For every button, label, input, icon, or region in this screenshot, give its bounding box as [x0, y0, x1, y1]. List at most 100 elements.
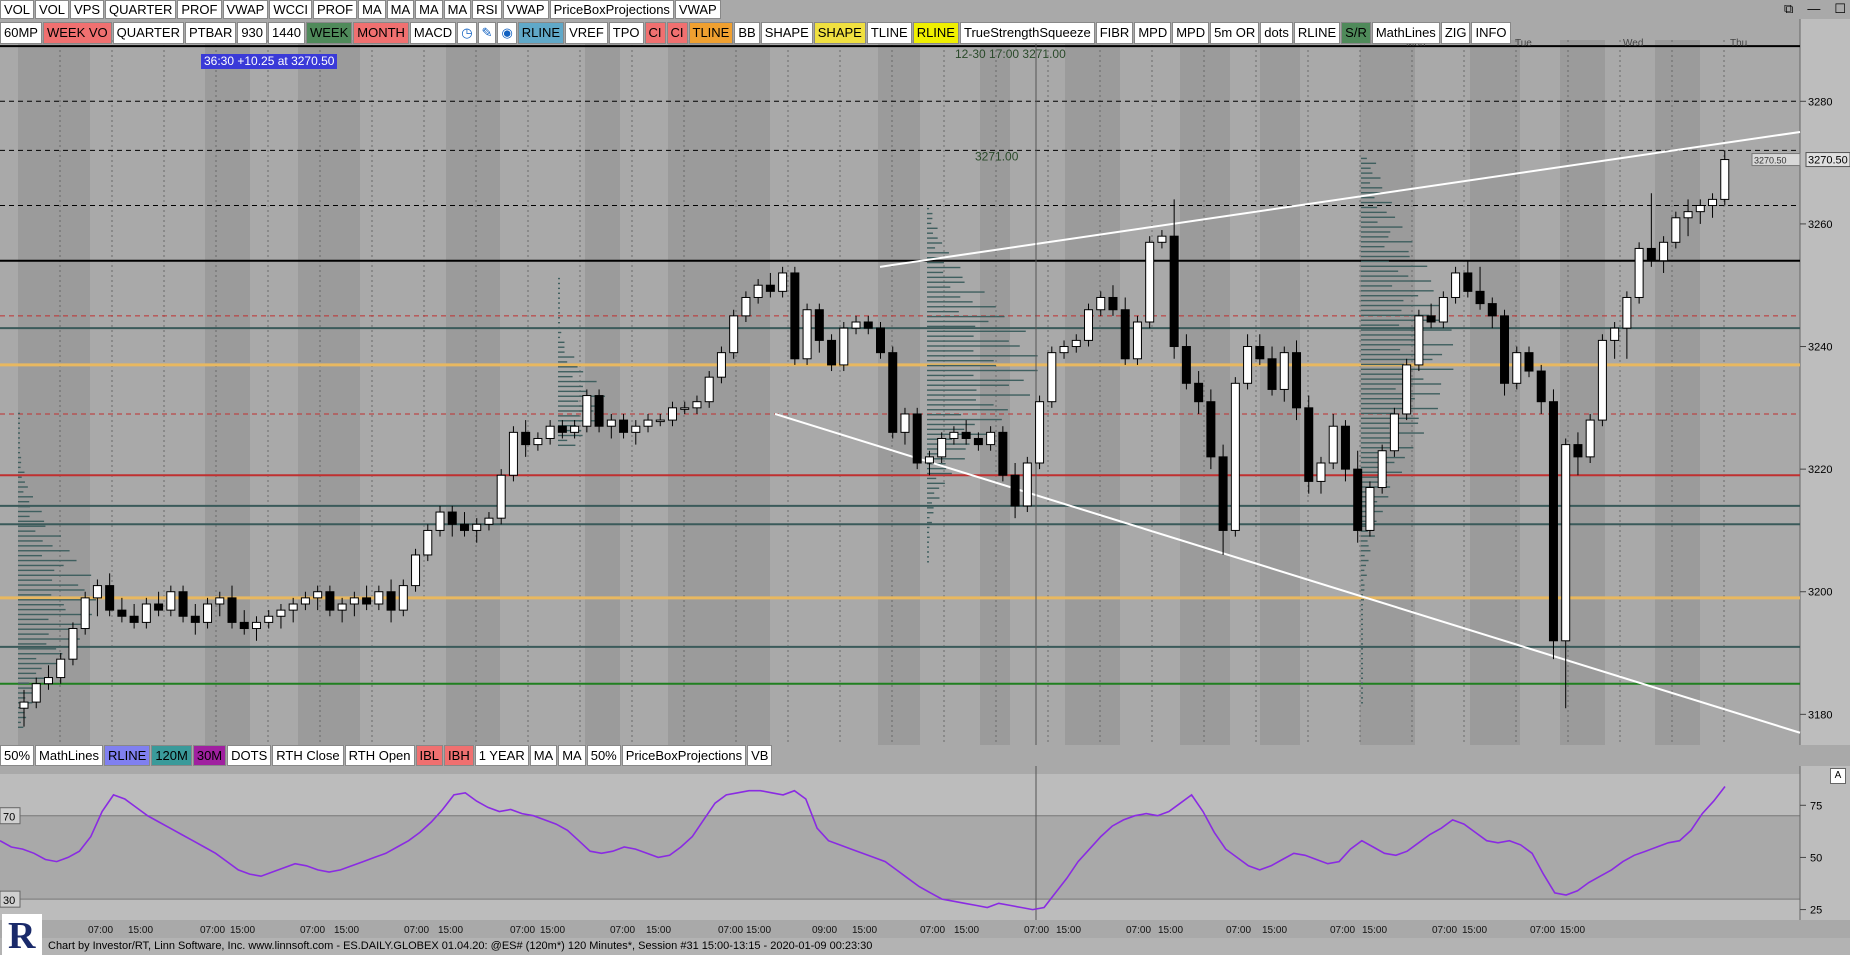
bottom-ibh-button[interactable]: IBH [444, 745, 474, 766]
clock-icon[interactable]: ◷ [457, 22, 477, 44]
rsi-level-label: 30 [3, 895, 15, 907]
axis-menu-button[interactable]: A [1830, 768, 1846, 784]
toolbar-indicators: 60MP WEEK VO QUARTER PTBAR 930 1440 WEEK MONTH M… [0, 22, 1512, 44]
ind-mpd-button[interactable]: MPD [1134, 22, 1172, 44]
ind-truestrengthsqueeze-button[interactable]: TrueStrengthSqueeze [959, 22, 1095, 44]
ind-tpo-button[interactable]: TPO [608, 22, 644, 44]
minimize-icon[interactable]: — [1807, 1, 1821, 16]
ind-1440-button[interactable]: 1440 [268, 22, 305, 44]
candle [973, 432, 983, 451]
ind-shape-button[interactable]: SHAPE [760, 22, 813, 44]
pencil-icon[interactable]: ✎ [477, 22, 497, 44]
ind-tline-button[interactable]: TLINE [866, 22, 912, 44]
ind-930-button[interactable]: 930 [237, 22, 268, 44]
ind-mathlines-button[interactable]: MathLines [1371, 22, 1440, 44]
bottom-50-button[interactable]: 50% [586, 745, 621, 766]
bottom-vb-button[interactable]: VB [747, 745, 773, 766]
ind-week-button[interactable]: WEEK [305, 22, 353, 44]
top-vol-button[interactable]: VOL [0, 0, 35, 19]
bottom-ma-button[interactable]: MA [529, 745, 558, 766]
candle [447, 505, 457, 537]
candle [1536, 364, 1546, 414]
bottom-50-button[interactable]: 50% [0, 745, 35, 766]
bottom-rth-open-button[interactable]: RTH Open [344, 745, 415, 766]
ind-rline-button[interactable]: RLINE [912, 22, 959, 44]
top-prof-button[interactable]: PROF [312, 0, 358, 19]
maximize-icon[interactable]: ☐ [1834, 1, 1846, 16]
candle [1206, 389, 1216, 470]
ind-macd-button[interactable]: MACD [409, 22, 457, 44]
candle [374, 585, 384, 611]
top-quarter-button[interactable]: QUARTER [105, 0, 177, 19]
rsi-x-tick-label: 07:00 [510, 925, 535, 936]
top-vps-button[interactable]: VPS [70, 0, 105, 19]
y-tick-label: 3260 [1808, 219, 1832, 231]
candle [1402, 358, 1412, 421]
top-prof-button[interactable]: PROF [177, 0, 222, 19]
ind-info-button[interactable]: INFO [1471, 22, 1511, 44]
candle [594, 389, 604, 433]
ind-mpd-button[interactable]: MPD [1172, 22, 1210, 44]
ind-tline-button[interactable]: TLINE [688, 22, 734, 44]
top-rsi-button[interactable]: RSI [472, 0, 502, 19]
top-vwap-button[interactable]: VWAP [674, 0, 721, 19]
ind-60mp-button[interactable]: 60MP [0, 22, 42, 44]
top-ma-button[interactable]: MA [358, 0, 386, 19]
top-vwap-button[interactable]: VWAP [502, 0, 549, 19]
ind-ci-button[interactable]: CI [666, 22, 688, 44]
restore-icon[interactable]: ⧉ [1784, 1, 1794, 16]
candle [80, 591, 90, 635]
bottom-mathlines-button[interactable]: MathLines [35, 745, 104, 766]
bottom-rth-close-button[interactable]: RTH Close [272, 745, 344, 766]
ind-rline-button[interactable]: RLINE [517, 22, 565, 44]
candle [117, 597, 127, 623]
top-vol-button[interactable]: VOL [35, 0, 70, 19]
ind-fibr-button[interactable]: FIBR [1095, 22, 1134, 44]
price-chart[interactable]: 3180 3200 3220 3240 3260 3280 12-30 17:00 3271… [0, 19, 1850, 759]
candle [827, 334, 837, 372]
rsi-x-tick-label: 07:00 [200, 925, 225, 936]
upper-trend-line [879, 130, 1801, 268]
ind-ci-button[interactable]: CI [644, 22, 666, 44]
volume-profile [927, 207, 1038, 563]
candle [1267, 346, 1277, 396]
ind-shape-button[interactable]: SHAPE [813, 22, 866, 44]
status-bar: Chart by Investor/RT, Linn Software, Inc… [0, 938, 1850, 955]
ind-month-button[interactable]: MONTH [353, 22, 409, 44]
top-vwap-button[interactable]: VWAP [222, 0, 269, 19]
ind-rline-button[interactable]: RLINE [1293, 22, 1341, 44]
bottom-ma-button[interactable]: MA [558, 745, 586, 766]
bottom-30m-button[interactable]: 30M [192, 745, 227, 766]
candle [1169, 199, 1179, 359]
ind-bb-button[interactable]: BB [734, 22, 760, 44]
rsi-x-tick-label: 07:00 [610, 925, 635, 936]
globe-icon[interactable]: ◉ [497, 22, 517, 44]
top-priceboxprojections-button[interactable]: PriceBoxProjections [549, 0, 674, 19]
ind-vref-button[interactable]: VREF [565, 22, 608, 44]
ind-zig-button[interactable]: ZIG [1440, 22, 1471, 44]
top-ma-button[interactable]: MA [386, 0, 415, 19]
candle [1365, 481, 1375, 537]
bottom-1-year-button[interactable]: 1 YEAR [474, 745, 529, 766]
candle [1010, 463, 1020, 519]
candle [667, 401, 677, 427]
rsi-x-tick-label: 09:00 [812, 925, 837, 936]
rsi-y-tick-label: 50 [1810, 852, 1822, 864]
candle [166, 585, 176, 617]
ind-week-vo-button[interactable]: WEEK VO [42, 22, 112, 44]
bottom-120m-button[interactable]: 120M [151, 745, 192, 766]
top-ma-button[interactable]: MA [415, 0, 443, 19]
bottom-ibl-button[interactable]: IBL [415, 745, 444, 766]
ind-ptbar-button[interactable]: PTBAR [184, 22, 237, 44]
bottom-priceboxprojections-button[interactable]: PriceBoxProjections [621, 745, 747, 766]
top-wcci-button[interactable]: WCCI [269, 0, 312, 19]
ind-dots-button[interactable]: dots [1260, 22, 1293, 44]
bottom-dots-button[interactable]: DOTS [227, 745, 272, 766]
bottom-rline-button[interactable]: RLINE [104, 745, 151, 766]
ind-quarter-button[interactable]: QUARTER [112, 22, 184, 44]
top-ma-button[interactable]: MA [443, 0, 472, 19]
ind-s-r-button[interactable]: S/R [1341, 22, 1371, 44]
ind-5m-or-button[interactable]: 5m OR [1210, 22, 1260, 44]
candle [300, 591, 310, 611]
